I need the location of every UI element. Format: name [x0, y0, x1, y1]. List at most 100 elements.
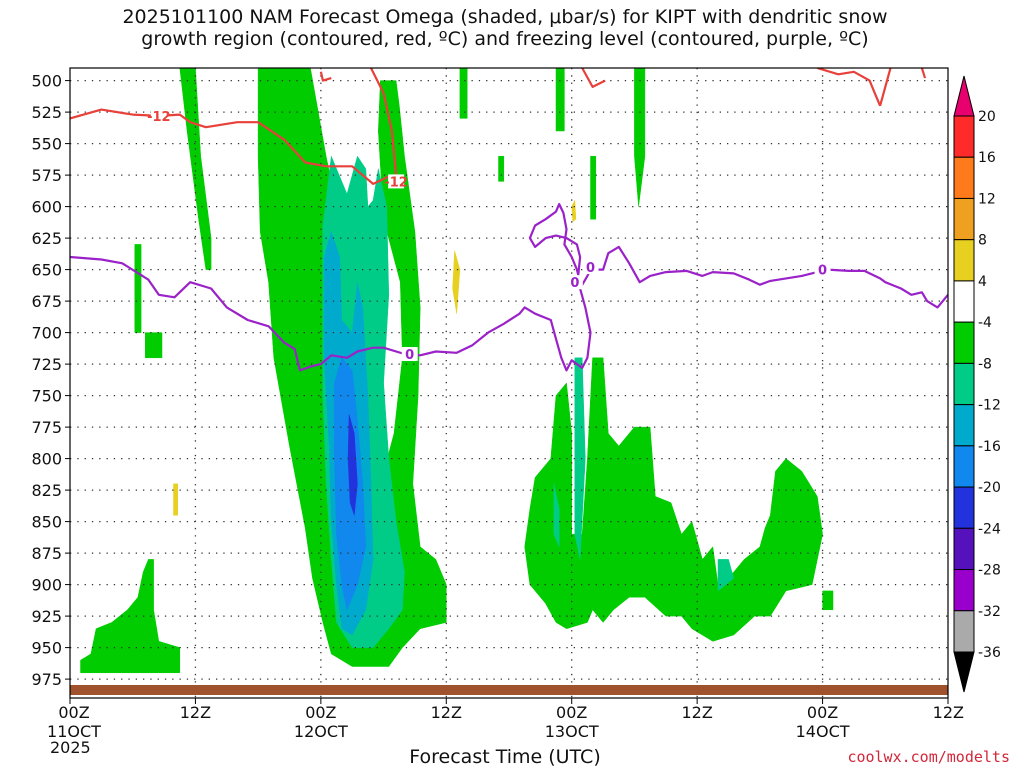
omega-region-0 [179, 68, 212, 270]
chart-title: 2025101100 NAM Forecast Omega (shaded, μ… [122, 6, 888, 50]
colorbar-label-9: -20 [978, 480, 1001, 496]
x-tick-date-4: 13OCT [545, 722, 599, 741]
colorbar-band-3 [953, 239, 975, 282]
colorbar-label-11: -28 [978, 563, 1001, 579]
y-tick-14: 850 [31, 513, 62, 532]
colorbar-band-12 [953, 610, 975, 653]
omega-region-5 [498, 155, 505, 182]
colorbar-label-3: 8 [978, 233, 987, 249]
colorbar-band-6 [953, 362, 975, 406]
freezing-contour-label-0: 0 [405, 348, 414, 363]
y-tick-7: 675 [31, 292, 62, 311]
freezing-contour-label-bg-1 [566, 275, 583, 290]
x-tick-5: 12Z [681, 703, 712, 722]
omega-region-15 [717, 559, 734, 592]
y-tick-3: 575 [31, 166, 62, 185]
omega-region-14 [574, 357, 586, 560]
credit-text: coolwx.com/modelts [847, 748, 1010, 766]
x-tick-1: 12Z [180, 703, 211, 722]
colorbar-label-12: -32 [978, 604, 1001, 620]
omega-region-7 [590, 155, 597, 220]
dgz-contour-label-0: -12 [147, 110, 171, 125]
dgz-contour-line-4 [816, 68, 882, 107]
y-tick-9: 725 [31, 355, 62, 374]
freezing-contour-label-2: 0 [586, 261, 595, 276]
colorbar-band-2 [953, 197, 975, 241]
x-tick-0: 00Z [58, 703, 89, 722]
colorbar-label-8: -16 [978, 439, 1001, 455]
freezing-contour-label-bg-2 [582, 260, 599, 275]
omega-region-8 [634, 68, 646, 207]
y-tick-1: 525 [31, 103, 62, 122]
omega-region-10 [822, 590, 834, 611]
x-tick-4: 00Z [556, 703, 587, 722]
year-label: 2025 [50, 738, 91, 757]
freezing-contour-label-bg-3 [814, 262, 831, 277]
terrain-bar [70, 685, 948, 695]
colorbar-label-0: 20 [978, 109, 996, 125]
freezing-contour-label-3: 0 [818, 264, 827, 279]
x-tick-date-0: 11OCT [47, 722, 101, 741]
y-tick-6: 650 [31, 261, 62, 280]
omega-region-6 [555, 68, 565, 132]
y-tick-19: 975 [31, 670, 62, 689]
omega-region-4 [459, 68, 468, 119]
y-tick-11: 775 [31, 418, 62, 437]
x-tick-2: 00Z [305, 703, 336, 722]
omega-region-2 [145, 332, 163, 359]
y-tick-18: 950 [31, 639, 62, 658]
y-tick-2: 550 [31, 135, 62, 154]
omega-region-11 [80, 559, 181, 674]
y-tick-13: 825 [31, 481, 62, 500]
freezing-contour-label-bg-0 [401, 347, 418, 362]
x-axis-label: Forecast Time (UTC) [409, 746, 601, 768]
omega-region-9 [524, 357, 823, 642]
plot-frame [69, 67, 949, 699]
colorbar-band-0 [953, 115, 975, 158]
y-tick-12: 800 [31, 450, 62, 469]
dgz-contour-label-bg-0 [150, 108, 167, 123]
colorbar-bottom-arrow [953, 651, 975, 693]
colorbar-band-4 [953, 280, 975, 323]
dgz-contour-line-5 [879, 68, 892, 107]
dgz-contour-line-1 [319, 71, 332, 82]
y-tick-17: 925 [31, 607, 62, 626]
y-tick-8: 700 [31, 324, 62, 343]
x-tick-date-2: 12OCT [294, 722, 348, 741]
dgz-contour-line-3 [581, 68, 606, 89]
colorbar-label-7: -12 [978, 398, 1001, 414]
colorbar-band-8 [953, 445, 975, 488]
y-tick-5: 625 [31, 229, 62, 248]
colorbar-label-1: 16 [978, 150, 996, 166]
dgz-contour-label-1: -12 [384, 175, 408, 190]
colorbar-label-6: -8 [978, 356, 992, 372]
freezing-contour-line-1 [528, 203, 582, 289]
colorbar-label-2: 12 [978, 191, 996, 207]
colorbar-label-4: 4 [978, 274, 987, 290]
dgz-contour-label-bg-1 [388, 174, 405, 189]
colorbar-label-5: -4 [978, 315, 992, 331]
colorbar-top-arrow [953, 75, 975, 117]
omega-region-13 [553, 483, 560, 547]
omega-region-20 [571, 199, 577, 223]
y-tick-0: 500 [31, 72, 62, 91]
colorbar-band-1 [953, 156, 975, 199]
y-tick-4: 600 [31, 198, 62, 217]
colorbar-band-5 [953, 321, 975, 364]
colorbar-band-9 [953, 486, 975, 529]
omega-region-1 [134, 244, 142, 333]
colorbar-band-7 [953, 404, 975, 447]
colorbar-label-13: -36 [978, 645, 1001, 661]
colorbar-band-11 [953, 569, 975, 612]
y-tick-16: 900 [31, 576, 62, 595]
x-tick-7: 12Z [933, 703, 964, 722]
x-tick-6: 00Z [807, 703, 838, 722]
y-tick-10: 750 [31, 387, 62, 406]
x-tick-3: 12Z [431, 703, 462, 722]
dgz-contour-line-0 [70, 108, 393, 185]
omega-region-19 [452, 250, 461, 314]
colorbar-band-10 [953, 527, 975, 571]
freezing-contour-line-0 [70, 245, 948, 372]
dgz-contour-line-6 [920, 68, 927, 79]
